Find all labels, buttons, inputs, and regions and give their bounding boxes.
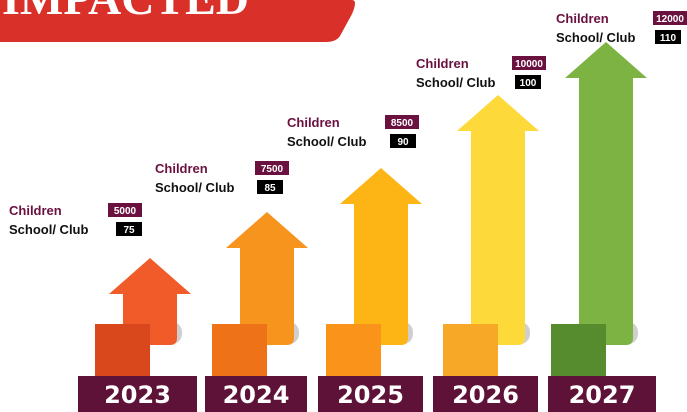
year: 2027 <box>569 381 636 409</box>
children-value: 7500 <box>261 164 284 175</box>
children-value: 12000 <box>656 14 684 25</box>
year: 2023 <box>104 381 171 409</box>
arrow <box>457 95 539 345</box>
arrow <box>565 42 647 345</box>
arrow-base <box>443 324 498 376</box>
title: IMPACTED <box>2 0 249 24</box>
children-label: Children <box>287 115 340 130</box>
year: 2024 <box>223 381 290 409</box>
school-value: 110 <box>660 33 677 44</box>
school-value: 100 <box>520 78 537 89</box>
children-value: 5000 <box>114 206 137 217</box>
children-label: Children <box>416 56 469 71</box>
infographic: IMPACTED 2023 Children 5000 School/ Club 75 2… <box>0 0 687 412</box>
arrow-base <box>326 324 381 376</box>
arrow-base <box>212 324 267 376</box>
arrow-base <box>95 324 150 376</box>
children-value: 10000 <box>515 59 543 70</box>
school-label: School/ Club <box>155 180 235 195</box>
children-label: Children <box>556 11 609 26</box>
school-value: 85 <box>264 183 276 194</box>
school-label: School/ Club <box>556 30 636 45</box>
school-value: 90 <box>397 137 409 148</box>
arrow-base <box>551 324 606 376</box>
school-label: School/ Club <box>416 75 496 90</box>
school-value: 75 <box>123 225 135 236</box>
year: 2026 <box>452 381 519 409</box>
children-value: 8500 <box>391 118 414 129</box>
school-label: School/ Club <box>9 222 89 237</box>
children-label: Children <box>9 203 62 218</box>
arrow <box>340 168 422 345</box>
school-label: School/ Club <box>287 134 367 149</box>
children-label: Children <box>155 161 208 176</box>
year: 2025 <box>337 381 404 409</box>
